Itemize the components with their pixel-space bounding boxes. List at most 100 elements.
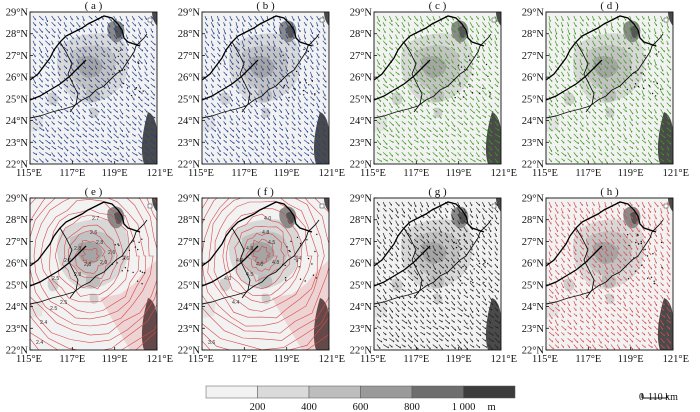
wind-vector (389, 139, 394, 143)
wind-vector-head (48, 147, 51, 150)
latitude-tick-label: 28°N (6, 215, 29, 226)
wind-vector (482, 214, 485, 220)
wind-vector (376, 325, 382, 330)
wind-vector (291, 158, 295, 164)
wind-vector (229, 65, 233, 70)
wind-vector-head (105, 154, 107, 156)
wind-vector (69, 114, 75, 121)
wind-vector (119, 127, 123, 132)
wind-vector-head (153, 147, 156, 150)
latitude-tick-label: 23°N (178, 138, 201, 149)
wind-vector (310, 115, 314, 120)
wind-vector-head (42, 161, 44, 163)
wind-vector-head (116, 61, 119, 64)
wind-vector-head (435, 103, 437, 106)
wind-vector-head (147, 153, 150, 156)
longitude-tick-label: 121°E (319, 168, 345, 179)
island (117, 55, 120, 58)
wind-vector-head (429, 321, 431, 324)
wind-vector-head (86, 98, 88, 101)
wind-vector-head (391, 258, 393, 261)
wind-vector (426, 127, 432, 132)
wind-vector (426, 257, 431, 262)
wind-vector (420, 220, 423, 226)
wind-vector (401, 152, 406, 157)
wind-vector (119, 52, 124, 58)
wind-vector (561, 96, 567, 101)
wind-vector-head (404, 327, 406, 330)
wind-vector (573, 127, 578, 133)
wind-vector (482, 245, 486, 250)
wind-vector-head (490, 308, 493, 311)
wind-vector-head (92, 135, 95, 138)
wind-vector (585, 152, 591, 158)
wind-vector-head (91, 160, 93, 163)
wind-vector (647, 65, 651, 71)
wind-vector (451, 207, 455, 213)
wind-vector (407, 139, 413, 146)
wind-vector (573, 96, 577, 103)
wind-vector-head (479, 328, 481, 331)
wind-vector (210, 28, 215, 35)
wind-vector (119, 40, 124, 46)
wind-vector (113, 77, 117, 83)
wind-vector (647, 127, 653, 132)
wind-vector (488, 269, 493, 275)
wind-vector-head (308, 142, 310, 145)
wind-vector-head (461, 247, 463, 250)
wind-vector (254, 28, 257, 34)
wind-vector (567, 121, 572, 127)
wind-vector-head (417, 92, 419, 94)
wind-vector (131, 59, 136, 63)
latitude-tick-label: 25°N (350, 94, 373, 105)
wind-vector (76, 133, 82, 138)
wind-vector (389, 282, 395, 288)
wind-vector-head (467, 105, 469, 108)
wind-vector (94, 108, 100, 113)
wind-vector (235, 102, 241, 107)
wind-vector (272, 59, 277, 65)
longitude-tick-label: 115°E (188, 168, 214, 179)
wind-vector (469, 307, 474, 313)
wind-vector (401, 145, 405, 150)
wind-vector-head (123, 124, 125, 126)
wind-vector (610, 121, 614, 127)
wind-vector (51, 115, 55, 120)
wind-vector (561, 102, 566, 108)
wind-vector-head (454, 30, 456, 33)
wind-vector-head (238, 147, 240, 149)
wind-vector (407, 96, 412, 101)
wind-vector (389, 28, 393, 33)
wind-vector (616, 21, 621, 27)
wind-vector (144, 121, 148, 125)
wind-vector-head (410, 327, 413, 330)
wind-vector (100, 102, 105, 108)
wind-vector (254, 15, 259, 21)
wind-vector (494, 115, 498, 121)
wind-vector (217, 90, 221, 96)
island (126, 87, 129, 89)
wind-vector-head (442, 135, 444, 138)
wind-vector (38, 121, 43, 127)
wind-vector (654, 108, 657, 114)
contour-label: 4.0 (264, 216, 271, 222)
wind-vector (629, 53, 633, 58)
island (134, 88, 136, 91)
wind-vector (38, 59, 43, 64)
wind-vector-head (386, 159, 388, 162)
wind-vector-head (49, 154, 52, 156)
wind-vector-head (435, 160, 438, 163)
wind-vector (438, 319, 443, 323)
wind-vector-head (492, 291, 494, 293)
wind-vector (285, 96, 290, 102)
wind-vector-head (270, 161, 273, 163)
wind-vector (113, 65, 116, 70)
wind-vector (382, 307, 387, 312)
wind-vector (138, 77, 143, 82)
wind-vector (382, 46, 388, 52)
wind-vector (51, 90, 57, 96)
wind-vector (635, 53, 638, 59)
wind-vector (82, 40, 87, 46)
wind-vector (235, 40, 240, 46)
wind-vector (260, 65, 264, 71)
